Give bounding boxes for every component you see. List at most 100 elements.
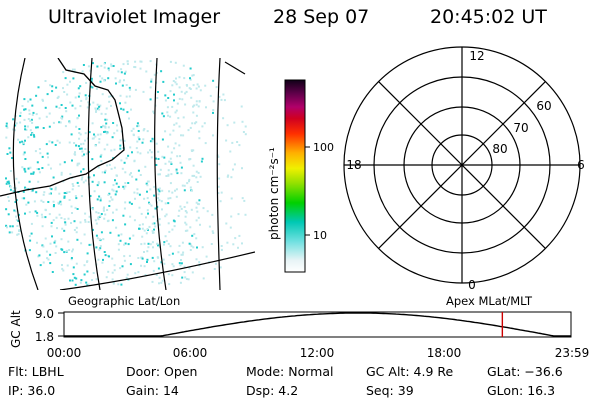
emission-pixel — [121, 84, 124, 87]
emission-pixel — [241, 242, 243, 245]
emission-pixel — [193, 174, 196, 177]
emission-pixel — [120, 71, 123, 74]
emission-pixel — [103, 79, 106, 82]
emission-pixel — [186, 182, 189, 185]
emission-pixel — [11, 157, 13, 159]
emission-pixel — [101, 171, 104, 174]
emission-pixel — [63, 196, 66, 199]
emission-pixel — [91, 137, 94, 140]
emission-pixel — [84, 94, 87, 97]
emission-pixel — [163, 262, 166, 265]
emission-pixel — [100, 231, 103, 234]
emission-pixel — [173, 147, 176, 150]
emission-pixel — [91, 122, 94, 125]
emission-pixel — [119, 147, 122, 150]
emission-pixel — [164, 162, 167, 165]
emission-pixel — [193, 104, 196, 107]
emission-pixel — [135, 147, 138, 150]
emission-pixel — [16, 225, 19, 227]
emission-pixel — [158, 218, 161, 221]
emission-pixel — [174, 61, 177, 64]
emission-pixel — [24, 108, 27, 111]
emission-pixel — [157, 158, 160, 160]
emission-pixel — [45, 115, 48, 118]
emission-pixel — [64, 77, 67, 80]
emission-pixel — [55, 216, 58, 219]
emission-pixel — [181, 276, 184, 279]
emission-pixel — [158, 190, 161, 193]
emission-pixel — [162, 115, 165, 118]
emission-pixel — [184, 215, 187, 218]
emission-pixel — [89, 176, 92, 179]
colorbar-tick-label-10: 10 — [313, 229, 327, 242]
emission-pixel — [23, 197, 26, 200]
emission-pixel — [88, 215, 91, 218]
emission-pixel — [233, 121, 236, 124]
emission-pixel — [116, 129, 119, 132]
emission-pixel — [161, 189, 164, 192]
emission-pixel — [97, 258, 100, 261]
emission-pixel — [105, 276, 108, 279]
emission-pixel — [57, 95, 60, 98]
emission-pixel — [74, 107, 77, 110]
emission-pixel — [130, 129, 133, 132]
emission-pixel — [76, 238, 79, 241]
emission-pixel — [133, 191, 136, 194]
emission-pixel — [147, 151, 150, 154]
emission-pixel — [165, 239, 168, 242]
emission-pixel — [175, 109, 178, 112]
emission-pixel — [123, 255, 126, 258]
emission-pixel — [104, 213, 107, 216]
emission-pixel — [97, 182, 100, 185]
emission-pixel — [24, 158, 27, 160]
emission-pixel — [123, 161, 126, 164]
param-value: LBHL — [31, 364, 64, 379]
emission-pixel — [12, 189, 15, 192]
emission-pixel — [12, 128, 15, 131]
emission-pixel — [60, 238, 63, 241]
emission-pixel — [108, 255, 110, 258]
emission-pixel — [104, 118, 107, 121]
emission-pixel — [115, 174, 118, 177]
emission-pixel — [46, 93, 49, 96]
emission-pixel — [149, 60, 152, 63]
emission-pixel — [163, 156, 166, 159]
emission-pixel — [146, 190, 148, 193]
emission-pixel — [137, 136, 140, 139]
geographic-image-panel — [0, 58, 255, 290]
emission-pixel — [25, 203, 28, 206]
emission-pixel — [41, 155, 44, 158]
emission-pixel — [8, 182, 11, 185]
emission-pixel — [52, 205, 55, 208]
emission-pixel — [74, 283, 77, 286]
orbit-altitude-curve — [64, 312, 571, 337]
emission-pixel — [179, 281, 182, 284]
emission-pixel — [138, 227, 141, 230]
emission-pixel — [19, 111, 22, 114]
emission-pixel — [151, 241, 154, 244]
emission-pixel — [15, 215, 17, 218]
emission-pixel — [105, 107, 108, 110]
emission-pixel — [77, 145, 80, 148]
emission-pixel — [151, 280, 154, 283]
emission-pixel — [143, 242, 146, 245]
emission-pixel — [106, 164, 109, 167]
emission-pixel — [5, 177, 7, 180]
emission-pixel — [201, 125, 204, 128]
emission-pixel — [134, 272, 137, 275]
emission-pixel — [69, 101, 72, 104]
emission-pixel — [95, 109, 98, 112]
emission-pixel — [155, 274, 158, 276]
emission-pixel — [42, 99, 44, 102]
emission-pixel — [24, 170, 27, 173]
emission-pixel — [110, 196, 112, 199]
emission-pixel — [149, 86, 152, 89]
emission-pixel — [150, 156, 153, 159]
emission-pixel — [97, 133, 100, 136]
emission-pixel — [225, 139, 228, 142]
emission-pixel — [103, 62, 106, 65]
emission-pixel — [92, 208, 94, 211]
emission-pixel — [126, 273, 129, 276]
emission-pixel — [73, 142, 76, 144]
